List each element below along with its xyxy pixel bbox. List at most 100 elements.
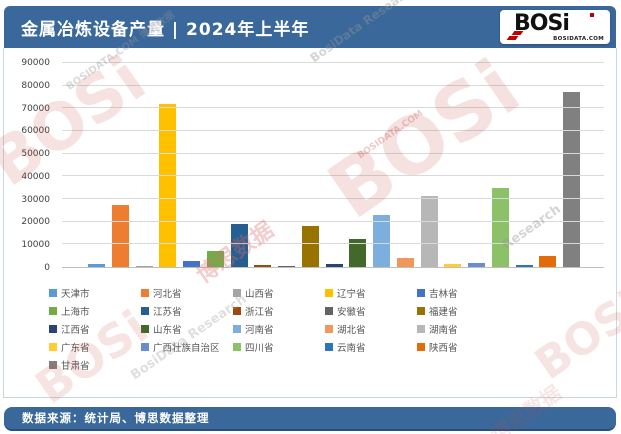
chart-bar	[88, 263, 105, 267]
y-tick-label: 60000	[21, 126, 50, 137]
bosi-logo: BOSi BOSIDATA.COM	[500, 10, 610, 44]
legend-label: 河北省	[153, 289, 182, 300]
chart-bar	[206, 250, 224, 267]
logo-dot-icon	[590, 13, 594, 17]
chart-bar	[539, 255, 557, 267]
gridline	[62, 62, 604, 63]
gridline	[62, 130, 604, 132]
chart-bar	[420, 195, 438, 267]
legend-swatch-icon	[417, 343, 425, 351]
y-tick-label: 50000	[21, 149, 50, 160]
legend-item: 福建省	[417, 302, 509, 320]
legend-swatch-icon	[233, 307, 241, 315]
y-tick-label: 20000	[21, 217, 50, 228]
legend-label: 江西省	[61, 325, 90, 336]
gridline	[62, 107, 604, 109]
legend-item: 湖南省	[417, 320, 509, 338]
y-axis-labels: 0 10000 20000 30000 40000 50000 60000 70000 8000…	[4, 58, 56, 273]
legend-item: 广西壮族自治区	[141, 338, 233, 356]
legend-label: 浙江省	[245, 307, 274, 318]
legend-swatch-icon	[417, 307, 425, 315]
legend-item: 江苏省	[141, 302, 233, 320]
legend-item: 广东省	[49, 338, 141, 356]
legend-item: 陕西省	[417, 338, 509, 356]
y-tick-label: 90000	[21, 58, 50, 68]
chart-bar	[254, 264, 272, 267]
logo-slash-icon	[506, 36, 519, 40]
bar-series	[62, 63, 604, 267]
chart-bar	[230, 223, 248, 267]
data-source-text: 数据来源：统计局、博思数据整理	[22, 411, 210, 425]
legend-label: 天津市	[61, 289, 90, 300]
legend-item: 云南省	[325, 338, 417, 356]
logo-wordmark: BOSi	[514, 11, 570, 36]
chart-bar	[373, 214, 390, 267]
legend-item: 辽宁省	[325, 284, 417, 302]
legend-label: 河南省	[245, 325, 274, 336]
chart-bar	[444, 264, 462, 267]
chart-container: 0 10000 20000 30000 40000 50000 60000 70000 8000…	[3, 48, 617, 398]
legend-label: 湖北省	[337, 325, 366, 336]
legend-item: 天津市	[49, 284, 141, 302]
legend-swatch-icon	[141, 307, 149, 315]
y-tick-label: 30000	[21, 194, 50, 205]
legend-label: 甘肃省	[61, 361, 90, 372]
legend-item: 安徽省	[325, 302, 417, 320]
legend-label: 广西壮族自治区	[153, 343, 220, 354]
gridline	[62, 220, 604, 222]
plot-area	[62, 62, 604, 268]
legend-label: 吉林省	[429, 289, 458, 300]
gridline	[62, 243, 604, 245]
legend-label: 广东省	[61, 343, 90, 354]
gridline	[62, 175, 604, 177]
legend-item: 山西省	[233, 284, 325, 302]
chart-bar	[396, 257, 414, 267]
legend-swatch-icon	[233, 325, 241, 333]
chart-bar	[111, 204, 129, 267]
chart-bar	[135, 265, 153, 267]
footer-bar: 数据来源：统计局、博思数据整理	[4, 407, 616, 431]
legend-swatch-icon	[325, 343, 333, 351]
legend-swatch-icon	[49, 289, 57, 297]
chart-bar	[563, 92, 580, 267]
legend-item: 甘肃省	[49, 356, 141, 374]
gridline	[62, 84, 604, 86]
chart-bar	[278, 266, 295, 267]
chart-legend: 天津市 河北省 山西省 辽宁省 吉林省上海市 江苏省 浙江省 安徽省 福建省江西省 山东省 河南省 湖…	[49, 284, 549, 374]
legend-swatch-icon	[49, 361, 57, 369]
gridline	[62, 198, 604, 200]
legend-swatch-icon	[325, 307, 333, 315]
legend-label: 湖南省	[429, 325, 458, 336]
y-tick-label: 40000	[21, 171, 50, 182]
header-bar: 金属冶炼设备产量 | 2024年上半年 BOSi BOSIDATA.COM	[4, 6, 616, 48]
logo-domain: BOSIDATA.COM	[553, 36, 604, 42]
legend-swatch-icon	[325, 289, 333, 297]
legend-label: 山东省	[153, 325, 182, 336]
legend-swatch-icon	[49, 325, 57, 333]
legend-swatch-icon	[417, 289, 425, 297]
y-tick-label: 80000	[21, 80, 50, 91]
legend-item: 上海市	[49, 302, 141, 320]
legend-swatch-icon	[141, 343, 149, 351]
legend-swatch-icon	[325, 325, 333, 333]
legend-swatch-icon	[417, 325, 425, 333]
legend-item: 湖北省	[325, 320, 417, 338]
legend-item: 河南省	[233, 320, 325, 338]
y-tick-label: 10000	[21, 240, 50, 251]
legend-item: 江西省	[49, 320, 141, 338]
chart-bar	[491, 187, 509, 267]
legend-label: 江苏省	[153, 307, 182, 318]
legend-swatch-icon	[233, 343, 241, 351]
legend-swatch-icon	[233, 289, 241, 297]
legend-label: 安徽省	[337, 307, 366, 318]
chart-bar	[159, 103, 177, 267]
legend-label: 上海市	[61, 307, 90, 318]
legend-item: 浙江省	[233, 302, 325, 320]
legend-item: 山东省	[141, 320, 233, 338]
legend-swatch-icon	[49, 307, 57, 315]
chart-bar	[349, 238, 367, 267]
y-tick-label: 70000	[21, 103, 50, 114]
y-tick-label: 0	[44, 263, 50, 273]
chart-bar	[325, 264, 343, 267]
